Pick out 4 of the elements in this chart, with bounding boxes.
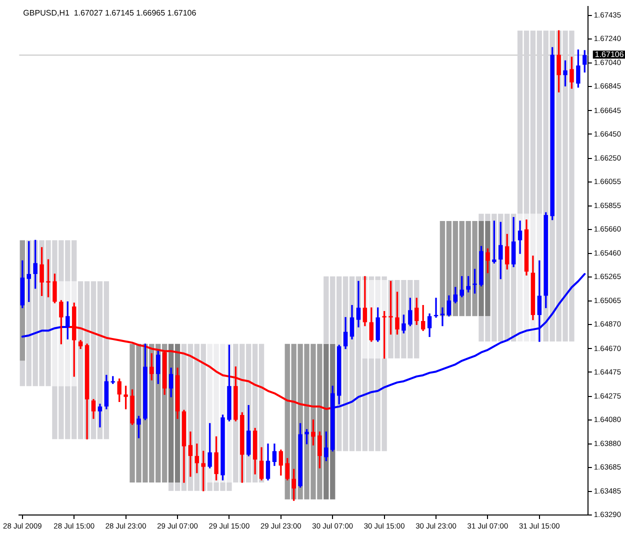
chart-title: GBPUSD,H1 1.67027 1.67145 1.66965 1.67106 — [23, 8, 197, 18]
ref-line-label: 1.67106 — [594, 50, 624, 59]
candlestick — [188, 432, 193, 477]
candlestick — [98, 404, 102, 428]
